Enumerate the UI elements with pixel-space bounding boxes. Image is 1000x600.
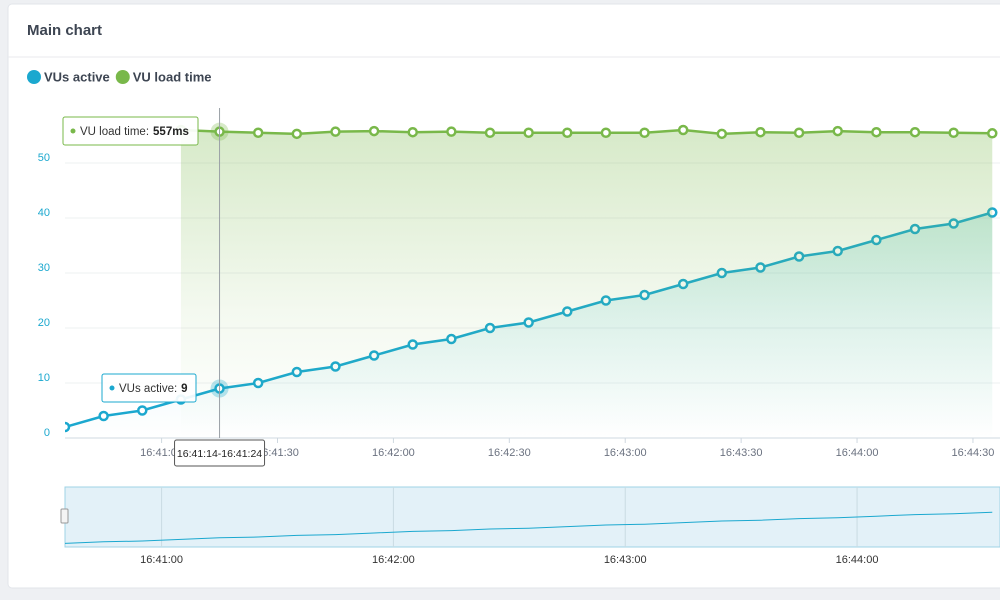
navigator-bg bbox=[64, 486, 1000, 548]
vus-tooltip-value: 9 bbox=[181, 383, 187, 395]
point bbox=[832, 125, 843, 137]
point bbox=[987, 128, 998, 139]
point bbox=[639, 127, 650, 138]
point bbox=[407, 126, 418, 138]
load-tooltip-value: 557ms bbox=[153, 126, 189, 138]
x-tick-label: 16:44:30 bbox=[952, 447, 995, 459]
x-tick-label: 16:41:00 bbox=[140, 447, 183, 459]
point bbox=[65, 421, 71, 433]
point bbox=[562, 127, 573, 138]
legend-swatch bbox=[27, 70, 41, 84]
point bbox=[98, 410, 109, 422]
point bbox=[677, 124, 689, 136]
x-tick-label: 16:43:00 bbox=[604, 447, 647, 459]
x-tick-label: 16:44:00 bbox=[836, 447, 879, 459]
point bbox=[330, 126, 341, 137]
load-tooltip-dot bbox=[70, 128, 76, 134]
panel-title: Main chart bbox=[27, 22, 102, 39]
point bbox=[252, 127, 264, 138]
vus-tooltip-label: VUs active: bbox=[119, 383, 177, 395]
series-area bbox=[180, 130, 993, 438]
y-tick-label: 40 bbox=[38, 207, 50, 219]
y-tick-label: 20 bbox=[38, 317, 50, 329]
load-tooltip-label: VU load time: bbox=[80, 126, 149, 138]
navigator-handle bbox=[60, 508, 69, 524]
y-tick-label: 10 bbox=[38, 372, 50, 384]
navigator-tick-label: 16:43:00 bbox=[604, 554, 647, 566]
y-tick-label: 0 bbox=[44, 427, 50, 439]
y-tick-label: 50 bbox=[38, 152, 50, 164]
legend-label: VUs active bbox=[44, 69, 110, 84]
navigator-tick-label: 16:42:00 bbox=[372, 554, 415, 566]
navigator-tick-label: 16:41:00 bbox=[140, 554, 183, 566]
time-tooltip-label: 16:41:14-16:41:24 bbox=[177, 448, 262, 460]
navigator-tick-label: 16:44:00 bbox=[836, 554, 879, 566]
plot-area bbox=[65, 122, 998, 438]
point bbox=[600, 127, 612, 138]
navigator-line bbox=[64, 511, 993, 544]
vus-tooltip-box bbox=[101, 373, 197, 403]
point bbox=[446, 126, 457, 137]
point bbox=[716, 128, 728, 140]
vus-tooltip-dot bbox=[109, 385, 115, 391]
legend-swatch bbox=[115, 70, 130, 84]
point bbox=[523, 127, 534, 138]
load-tooltip-box bbox=[62, 116, 199, 146]
point bbox=[793, 127, 805, 138]
point bbox=[948, 127, 959, 138]
point bbox=[368, 125, 380, 137]
x-tick-label: 16:41:30 bbox=[256, 447, 299, 459]
x-tick-label: 16:42:30 bbox=[488, 447, 531, 459]
x-tick-label: 16:43:30 bbox=[720, 447, 763, 459]
y-tick-label: 30 bbox=[38, 262, 50, 274]
point bbox=[484, 127, 496, 138]
time-tooltip-box bbox=[174, 439, 266, 467]
point bbox=[137, 405, 148, 416]
point bbox=[909, 126, 921, 138]
point bbox=[755, 126, 766, 138]
x-tick-label: 16:42:00 bbox=[372, 447, 415, 459]
point bbox=[291, 128, 303, 140]
legend-label: VU load time bbox=[133, 69, 212, 84]
series-line bbox=[180, 128, 993, 136]
point bbox=[871, 126, 882, 138]
